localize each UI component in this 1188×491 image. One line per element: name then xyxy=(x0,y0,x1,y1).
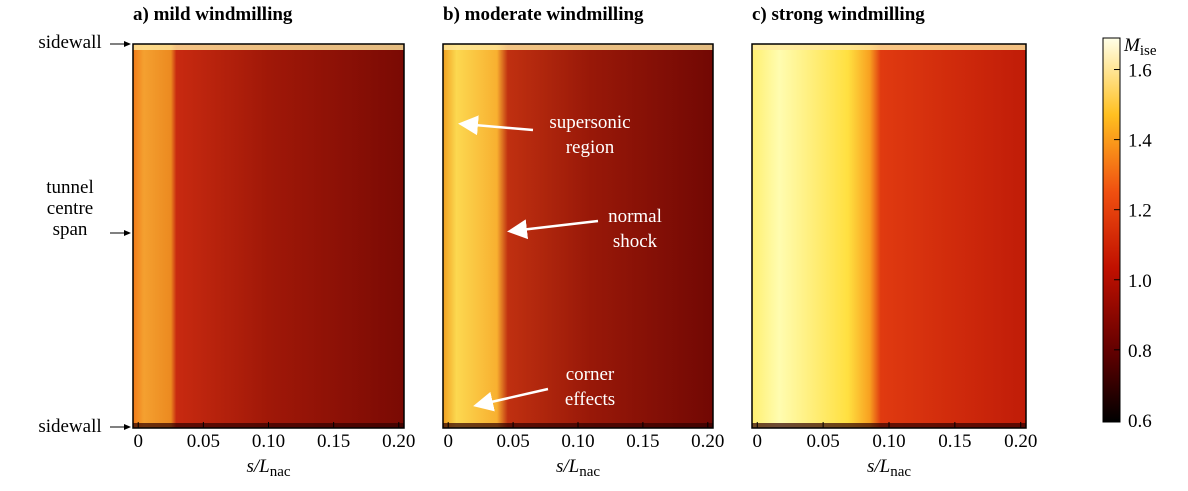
x-tick-label: 0 xyxy=(753,431,763,452)
row-label: sidewall xyxy=(38,32,101,53)
row-label: span xyxy=(53,219,88,240)
sidewall-band xyxy=(133,44,404,50)
x-axis-label: s/Lnac xyxy=(246,456,290,480)
x-tick-label: 0 xyxy=(133,431,143,452)
x-tick-label: 0.05 xyxy=(187,431,220,452)
x-label-sub: nac xyxy=(270,464,291,480)
colorbar-label: Mise xyxy=(1123,35,1157,59)
x-label-main: s/L xyxy=(246,456,269,477)
annotation-arrow xyxy=(507,219,599,240)
annotation: shock xyxy=(613,231,658,252)
colorbar-tick-label: 1.0 xyxy=(1128,271,1152,292)
heatmap-image xyxy=(443,44,713,428)
x-tick-label: 0.05 xyxy=(496,431,529,452)
x-tick-label: 0.15 xyxy=(317,431,350,452)
colorbar-tick-label: 0.6 xyxy=(1128,411,1152,432)
annotation: effects xyxy=(565,389,615,410)
x-tick-label: 0.20 xyxy=(1004,431,1037,452)
x-label-main: s/L xyxy=(867,456,890,477)
colorbar-tick-label: 1.2 xyxy=(1128,201,1152,222)
heatmap-image xyxy=(133,44,404,428)
x-label-sub: nac xyxy=(579,464,600,480)
x-tick-label: 0.10 xyxy=(561,431,594,452)
panel-title: b) moderate windmilling xyxy=(443,4,644,25)
x-axis-label: s/Lnac xyxy=(867,456,911,480)
sidewall-band xyxy=(752,44,1026,50)
x-tick-label: 0.20 xyxy=(382,431,415,452)
colorbar-tick-label: 0.8 xyxy=(1128,341,1152,362)
row-label: centre xyxy=(47,198,93,219)
x-tick-label: 0.15 xyxy=(938,431,971,452)
annotation: corner xyxy=(566,364,615,385)
annotation: normal xyxy=(608,206,662,227)
row-label: sidewall xyxy=(38,416,101,437)
x-axis-label: s/Lnac xyxy=(556,456,600,480)
panel-title: c) strong windmilling xyxy=(752,4,925,25)
panel-title: a) mild windmilling xyxy=(133,4,293,25)
x-tick-label: 0.05 xyxy=(807,431,840,452)
x-tick-label: 0 xyxy=(443,431,453,452)
x-label-main: s/L xyxy=(556,456,579,477)
heatmap-image xyxy=(752,44,1026,428)
x-label-sub: nac xyxy=(890,464,911,480)
colorbar-tick-label: 1.6 xyxy=(1128,61,1152,82)
annotation: region xyxy=(566,137,615,158)
colorbar-tick-label: 1.4 xyxy=(1128,131,1152,152)
annotation: supersonic xyxy=(549,112,630,133)
row-label: tunnel xyxy=(46,177,94,198)
colorbar xyxy=(1102,37,1121,423)
x-tick-label: 0.10 xyxy=(252,431,285,452)
annotation-arrow xyxy=(458,115,534,136)
x-tick-label: 0.15 xyxy=(626,431,659,452)
x-tick-label: 0.10 xyxy=(872,431,905,452)
x-tick-label: 0.20 xyxy=(691,431,724,452)
colorbar-label-main: M xyxy=(1123,35,1141,56)
sidewall-band xyxy=(443,44,713,50)
colorbar-label-sub: ise xyxy=(1140,43,1157,59)
annotation-arrow xyxy=(473,387,549,412)
